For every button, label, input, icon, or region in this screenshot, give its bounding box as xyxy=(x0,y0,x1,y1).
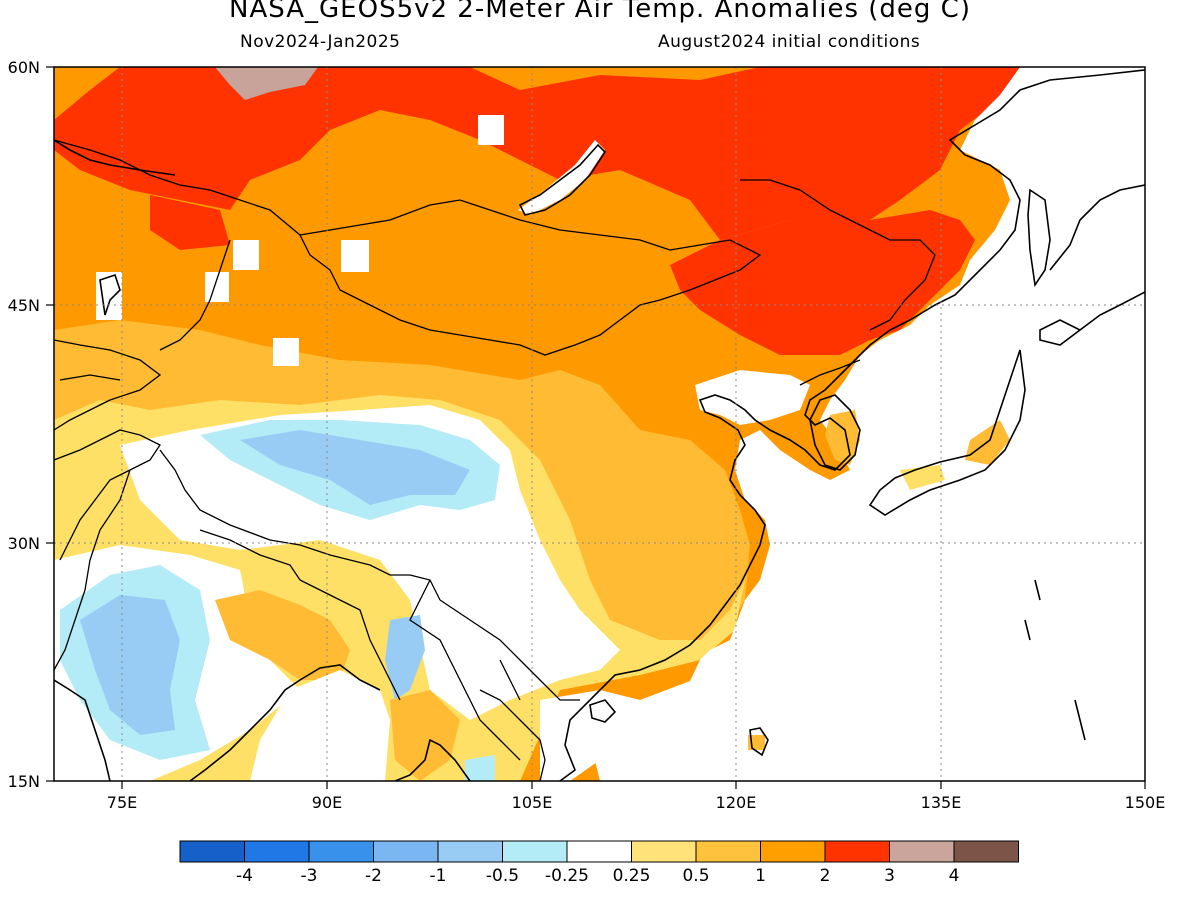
map-title: NASA_GEOS5v2 2-Meter Air Temp. Anomalies… xyxy=(229,0,971,24)
border-nepal xyxy=(199,529,301,581)
coastline-philippines xyxy=(1024,579,1086,741)
field-cool-small xyxy=(465,755,495,781)
colorbar-swatch-5 xyxy=(502,840,568,863)
lat-label-15: 15N xyxy=(8,772,40,791)
colorbar-label-5: -0.25 xyxy=(545,866,589,886)
colorbar-swatch-4 xyxy=(437,840,503,863)
borders xyxy=(54,139,936,781)
lake-mask-3 xyxy=(341,240,369,272)
border-china-sea xyxy=(439,599,580,701)
lat-label-60: 60N xyxy=(8,58,40,77)
colorbar-label-4: -0.5 xyxy=(485,866,520,886)
lat-label-30: 30N xyxy=(8,534,40,553)
field-warm-patch-burma xyxy=(390,690,460,781)
coastline-india xyxy=(54,664,381,781)
anomaly-field xyxy=(54,67,1145,781)
border-kazakh-china xyxy=(159,239,231,351)
coastline-kamchatka-kuril xyxy=(1049,184,1145,331)
lon-label-120: 120E xyxy=(716,793,757,812)
field-strong-warm-north xyxy=(54,67,1020,240)
lake-mask-2 xyxy=(233,240,259,270)
colorbar-label-3: -1 xyxy=(429,866,447,886)
field-warm-patch-india xyxy=(215,590,350,680)
ocean-mask-east xyxy=(590,67,1145,781)
colorbar-label-0: -4 xyxy=(236,866,253,886)
gridlines xyxy=(54,67,1145,781)
lon-label-150: 150E xyxy=(1125,793,1166,812)
lake-mask-5 xyxy=(478,115,504,145)
lon-label-90: 90E xyxy=(312,793,342,812)
colorbar-swatch-1 xyxy=(244,840,310,863)
coastline-caspian xyxy=(54,139,176,176)
axis-labels: 60N 45N 30N 15N 75E 90E 105E 120E 135E 1… xyxy=(8,58,1166,812)
ocean-mask-bohai xyxy=(695,370,810,425)
border-mongolia xyxy=(299,199,762,356)
border-bangladesh-myanmar xyxy=(299,579,521,761)
colorbar-swatch-12 xyxy=(953,840,1019,863)
colorbar-swatch-6 xyxy=(566,840,632,863)
colorbar-label-10: 3 xyxy=(884,866,895,886)
colorbar-swatch-0 xyxy=(179,840,245,863)
colorbar-label-11: 4 xyxy=(948,866,960,886)
lake-mask-4 xyxy=(273,338,299,366)
coastline-korea xyxy=(809,394,861,471)
coastline-east-asia xyxy=(589,69,1145,701)
border-himalaya xyxy=(159,449,441,601)
tick-marks xyxy=(46,66,1146,789)
border-korea-china xyxy=(799,359,861,386)
colorbar xyxy=(179,840,1019,863)
coastline-sakhalin xyxy=(1027,188,1051,288)
colorbar-swatch-10 xyxy=(824,840,890,863)
coastline-balkhash xyxy=(99,273,121,316)
field-cool-myanmar xyxy=(385,615,425,700)
colorbar-swatch-9 xyxy=(760,840,826,863)
field-cool-tibet-core xyxy=(240,430,470,505)
field-cool-india-core xyxy=(80,595,180,735)
colorbar-label-8: 1 xyxy=(755,866,766,886)
lon-label-135: 135E xyxy=(921,793,962,812)
lon-label-105: 105E xyxy=(512,793,553,812)
plot-frame xyxy=(53,66,1146,782)
colorbar-label-1: -3 xyxy=(300,866,318,886)
border-india-pakistan xyxy=(54,469,131,671)
lat-label-45: 45N xyxy=(8,296,40,315)
field-strong-warm-left xyxy=(150,195,230,250)
coastline-indochina xyxy=(394,699,591,781)
lake-mask-1 xyxy=(205,272,229,302)
border-kazakh-russia xyxy=(54,139,301,236)
colorbar-swatch-2 xyxy=(308,840,374,863)
border-indochina xyxy=(479,659,546,781)
colorbar-label-6: 0.25 xyxy=(612,866,651,886)
border-central-asia xyxy=(54,339,162,431)
coastline-baikal xyxy=(518,143,607,216)
field-korea xyxy=(825,410,860,465)
initial-conditions: August2024 initial conditions xyxy=(658,32,921,52)
colorbar-swatch-7 xyxy=(631,840,697,863)
colorbar-swatch-8 xyxy=(695,840,761,863)
field-very-warm xyxy=(215,67,318,100)
field-strong-warm-manchuria xyxy=(670,210,975,355)
lake-mask-baikal xyxy=(518,140,605,215)
coastline-japan xyxy=(868,319,1082,516)
ocean-mask-arabian xyxy=(54,560,60,660)
colorbar-label-7: 0.5 xyxy=(682,866,710,886)
forecast-period: Nov2024-Jan2025 xyxy=(240,32,401,52)
colorbar-label-9: 2 xyxy=(819,866,831,886)
border-afghan-pak xyxy=(54,429,161,561)
colorbar-swatch-3 xyxy=(373,840,439,863)
coastline-taiwan xyxy=(749,727,769,757)
colorbar-label-2: -2 xyxy=(365,866,382,886)
lon-label-75: 75E xyxy=(107,793,137,812)
ocean-mask-bay-bengal xyxy=(250,670,390,781)
border-china-russia-ne xyxy=(740,179,936,331)
coastlines xyxy=(54,69,1145,781)
colorbar-swatch-11 xyxy=(889,840,955,863)
coastline-hainan xyxy=(589,699,617,723)
